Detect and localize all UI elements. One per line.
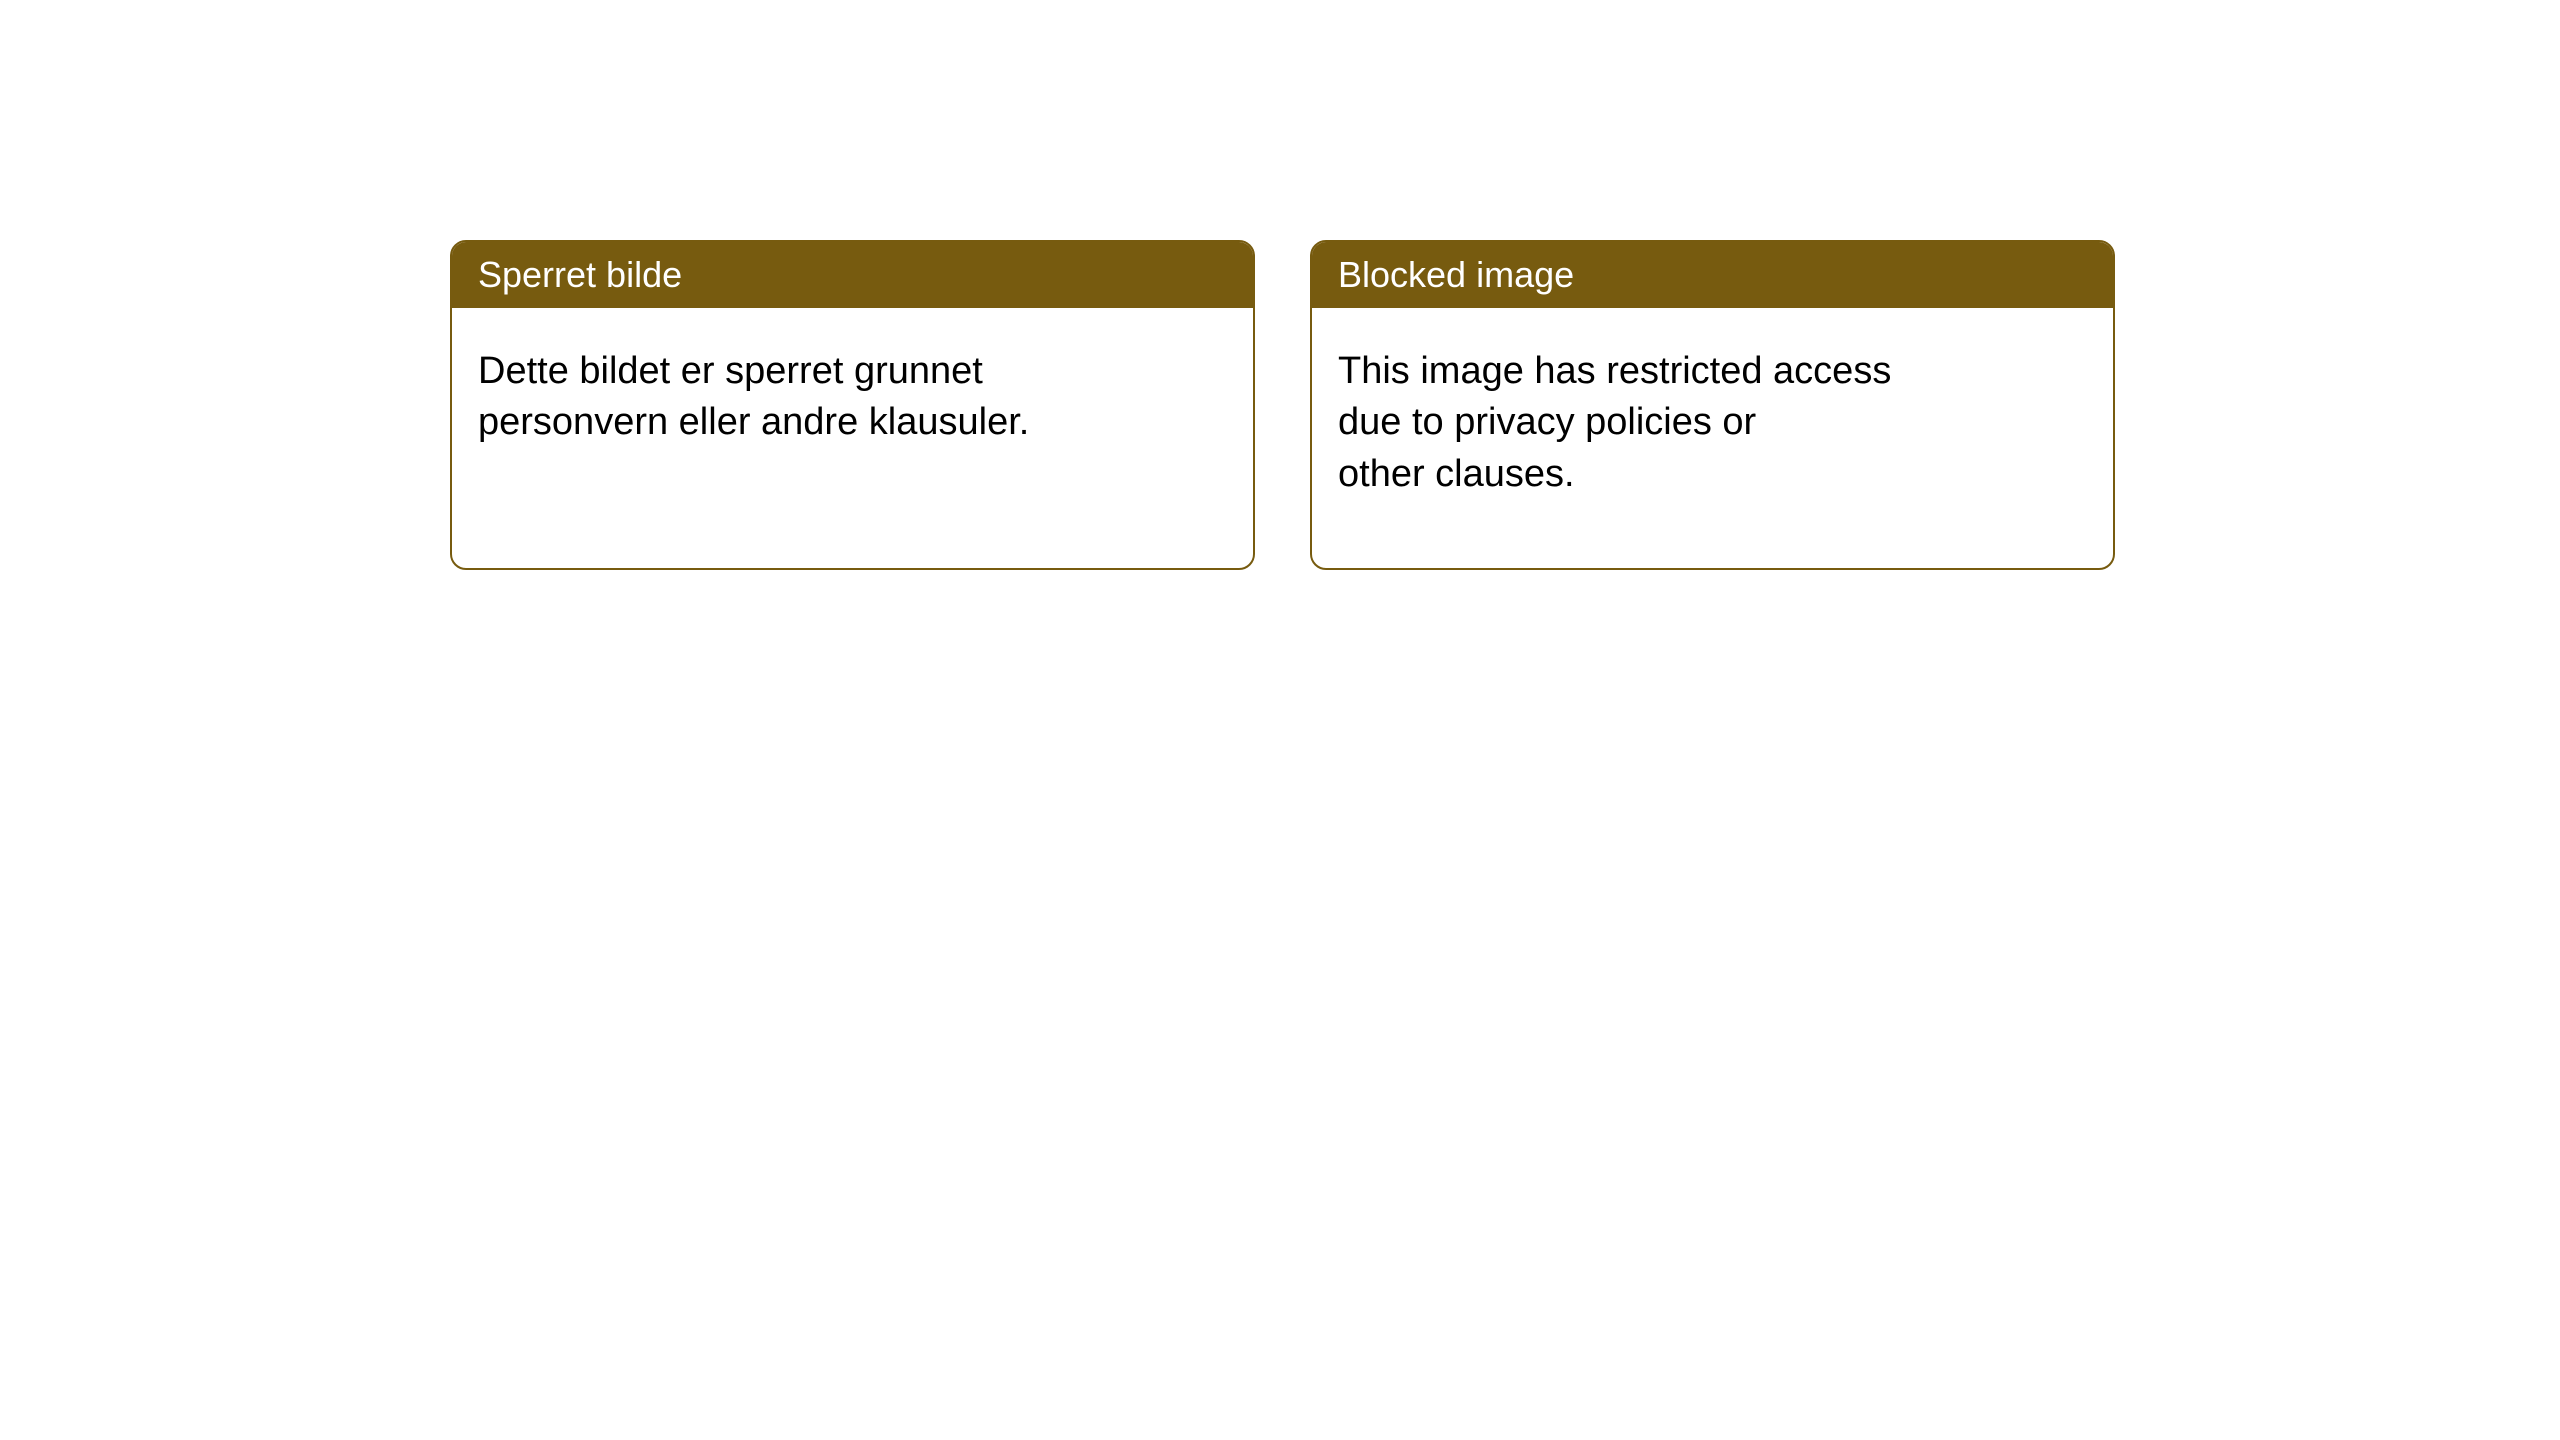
notice-body-en: This image has restricted accessdue to p… bbox=[1312, 308, 2113, 568]
notice-header-no: Sperret bilde bbox=[452, 242, 1253, 308]
notice-header-en: Blocked image bbox=[1312, 242, 2113, 308]
notice-box-no: Sperret bilde Dette bildet er sperret gr… bbox=[450, 240, 1255, 570]
notice-body-no: Dette bildet er sperret grunnetpersonver… bbox=[452, 308, 1253, 517]
notice-container: Sperret bilde Dette bildet er sperret gr… bbox=[0, 0, 2560, 570]
notice-box-en: Blocked image This image has restricted … bbox=[1310, 240, 2115, 570]
